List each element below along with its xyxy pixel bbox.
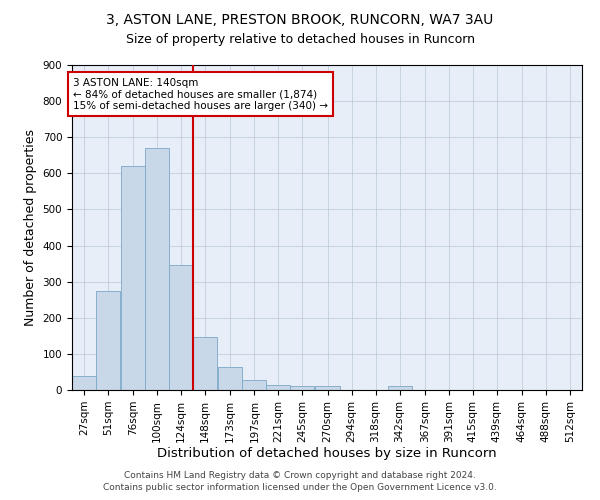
Bar <box>290 386 314 390</box>
Bar <box>266 384 290 390</box>
Bar <box>72 376 96 390</box>
Bar <box>242 380 266 390</box>
Bar <box>218 366 242 390</box>
Text: Contains public sector information licensed under the Open Government Licence v3: Contains public sector information licen… <box>103 484 497 492</box>
Bar <box>121 166 145 390</box>
Text: Contains HM Land Registry data © Crown copyright and database right 2024.: Contains HM Land Registry data © Crown c… <box>124 471 476 480</box>
Bar <box>169 266 193 390</box>
Bar <box>388 386 412 390</box>
Text: 3, ASTON LANE, PRESTON BROOK, RUNCORN, WA7 3AU: 3, ASTON LANE, PRESTON BROOK, RUNCORN, W… <box>106 12 494 26</box>
Bar <box>316 386 340 390</box>
Bar <box>193 336 217 390</box>
X-axis label: Distribution of detached houses by size in Runcorn: Distribution of detached houses by size … <box>157 448 497 460</box>
Y-axis label: Number of detached properties: Number of detached properties <box>24 129 37 326</box>
Text: 3 ASTON LANE: 140sqm
← 84% of detached houses are smaller (1,874)
15% of semi-de: 3 ASTON LANE: 140sqm ← 84% of detached h… <box>73 78 328 111</box>
Text: Size of property relative to detached houses in Runcorn: Size of property relative to detached ho… <box>125 32 475 46</box>
Bar <box>145 148 169 390</box>
Bar <box>96 290 120 390</box>
